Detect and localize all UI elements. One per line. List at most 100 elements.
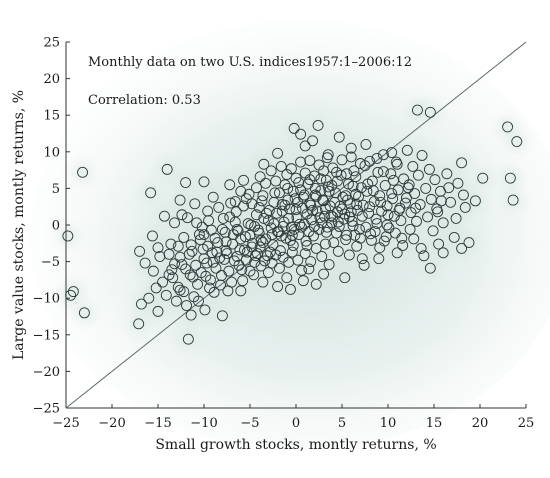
data-point	[448, 231, 460, 243]
data-point	[364, 201, 376, 213]
data-point	[322, 149, 334, 161]
data-point	[286, 246, 298, 258]
data-point	[242, 218, 254, 229]
point-halo	[129, 314, 148, 333]
point-halo	[314, 265, 333, 284]
data-point	[345, 151, 357, 163]
data-point	[213, 201, 225, 213]
data-point	[218, 253, 230, 265]
data-point	[387, 193, 399, 205]
point-halo	[143, 226, 162, 245]
data-point	[167, 272, 179, 284]
data-point	[251, 248, 263, 259]
data-point	[176, 209, 188, 221]
data-point	[373, 253, 385, 265]
y-tick-label: 15	[43, 109, 60, 124]
point-halo	[309, 116, 328, 135]
data-point	[388, 174, 399, 186]
data-point	[198, 253, 210, 265]
data-point	[199, 304, 211, 316]
data-point	[377, 166, 389, 178]
data-point	[275, 160, 287, 172]
x-tick-label: 10	[380, 416, 397, 431]
data-point	[277, 221, 289, 232]
data-point	[250, 250, 261, 262]
point-halo	[327, 163, 346, 182]
data-point	[240, 193, 252, 205]
data-point	[182, 333, 194, 345]
data-point	[401, 144, 413, 156]
point-halo	[452, 153, 471, 172]
point-halo	[335, 268, 354, 287]
data-point	[299, 248, 311, 259]
data-point	[297, 275, 309, 287]
data-point	[452, 177, 464, 189]
data-point	[172, 281, 184, 293]
point-halo	[195, 172, 213, 191]
point-halo	[447, 209, 466, 228]
data-point	[303, 226, 315, 238]
data-point	[305, 256, 317, 268]
data-point	[288, 223, 300, 235]
data-point	[134, 245, 146, 257]
data-point	[150, 282, 162, 294]
data-point	[298, 189, 310, 201]
data-point	[207, 191, 219, 203]
data-point	[259, 255, 271, 267]
data-point	[270, 175, 282, 187]
data-point	[291, 212, 303, 224]
y-axis-label: Large value stocks, montly returns, %	[11, 90, 27, 360]
data-point	[395, 215, 407, 227]
data-point	[331, 166, 342, 178]
annotation-correlation: Correlation: 0.53	[88, 93, 201, 108]
data-point	[133, 318, 145, 330]
data-point	[305, 199, 317, 211]
data-point	[315, 173, 327, 185]
point-halo	[391, 211, 410, 230]
data-point	[309, 182, 321, 194]
x-tick-group: −25 −20 −15 −10 −5 0 5 10 15 20 25	[52, 404, 534, 431]
data-point	[169, 258, 181, 270]
data-point	[147, 265, 159, 277]
data-point	[235, 233, 247, 245]
data-point	[364, 155, 376, 167]
data-point	[211, 246, 223, 258]
data-point	[437, 247, 449, 259]
point-halo	[421, 103, 440, 122]
data-point	[333, 131, 345, 143]
data-point	[262, 267, 274, 279]
data-point	[266, 229, 278, 240]
point-halo	[351, 229, 370, 248]
point-halo	[388, 155, 407, 174]
data-point	[293, 177, 305, 188]
data-point	[77, 166, 89, 178]
point-halo	[399, 178, 418, 197]
data-point	[361, 185, 373, 197]
point-halo	[434, 243, 453, 262]
data-point	[404, 223, 416, 235]
point-halo	[178, 208, 197, 227]
data-point	[347, 180, 359, 192]
data-point	[244, 229, 256, 241]
data-point	[409, 188, 421, 199]
data-point	[469, 195, 481, 207]
data-point	[424, 262, 436, 274]
data-point	[174, 194, 186, 206]
data-point	[463, 237, 475, 249]
data-point	[169, 217, 181, 229]
data-point	[511, 136, 523, 148]
data-point	[257, 190, 269, 202]
data-point	[341, 229, 353, 241]
data-point	[323, 259, 335, 270]
data-point	[265, 165, 277, 177]
data-point	[170, 295, 182, 307]
data-point	[363, 207, 375, 219]
data-point	[316, 217, 328, 229]
point-halo	[452, 239, 471, 258]
data-point	[202, 240, 214, 252]
data-point	[248, 269, 260, 281]
data-point	[319, 210, 330, 222]
data-point	[276, 205, 288, 217]
data-point	[292, 254, 304, 266]
